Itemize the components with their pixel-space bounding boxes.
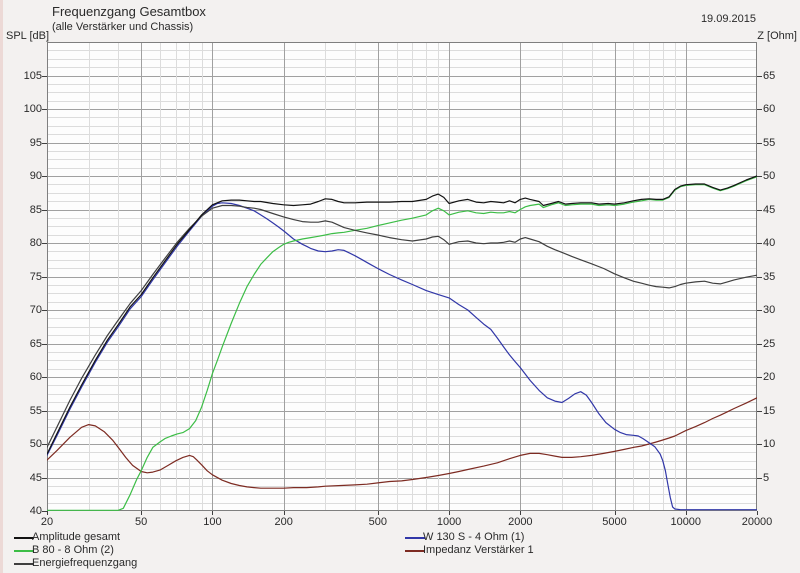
y-left-tick-label: 90 <box>29 170 42 182</box>
y-left-tick-label: 105 <box>23 69 42 82</box>
y-right-axis-label: Z [Ohm] <box>757 30 797 42</box>
y-right-tick-label: 55 <box>763 136 776 149</box>
legend-line-swatch <box>14 550 34 552</box>
y-right-tick-label: 60 <box>763 103 776 115</box>
curve-energie <box>47 204 757 448</box>
curve-b80 <box>47 176 757 511</box>
y-left-tick-label: 45 <box>29 471 42 484</box>
x-tick-label: 20 <box>40 516 54 528</box>
x-tick-label: 100 <box>203 516 222 528</box>
y-left-tick-label: 95 <box>29 136 42 149</box>
x-tick-label: 500 <box>368 516 388 528</box>
y-left-tick-label: 50 <box>29 438 42 450</box>
y-left-tick-label: 100 <box>23 103 42 115</box>
y-right-tick-label: 45 <box>763 203 776 216</box>
legend-label: Impedanz Verstärker 1 <box>423 544 534 556</box>
curve-amplitude <box>47 175 757 455</box>
x-tick-label: 200 <box>274 516 293 528</box>
legend-line-swatch <box>405 550 425 552</box>
x-tick-label: 20000 <box>741 516 773 528</box>
legend-label: B 80 - 8 Ohm (2) <box>32 544 114 556</box>
legend: Amplitude gesamt B 80 - 8 Ohm (2) Energief… <box>0 529 800 573</box>
x-tick-label: 1000 <box>436 516 462 528</box>
y-left-tick-label: 75 <box>29 270 42 283</box>
y-right-tick-label: 40 <box>763 237 776 249</box>
window-edge-strip <box>0 0 3 573</box>
chart-subtitle: (alle Verstärker und Chassis) <box>52 21 194 33</box>
y-right-tick-label: 15 <box>763 404 776 417</box>
y-right-tick-label: 20 <box>763 371 776 383</box>
y-left-tick-label: 85 <box>29 203 42 216</box>
y-right-tick-label: 5 <box>763 471 770 484</box>
y-left-tick-label: 40 <box>29 505 42 517</box>
y-left-tick-label: 55 <box>29 404 42 417</box>
chart-title: Frequenzgang Gesamtbox <box>52 4 206 19</box>
y-right-tick-label: 35 <box>763 270 776 283</box>
x-tick-label: 10000 <box>670 516 702 528</box>
y-left-axis-label: SPL [dB] <box>6 30 50 42</box>
legend-label: W 130 S - 4 Ohm (1) <box>423 531 525 543</box>
y-right-tick-label: 50 <box>763 170 776 182</box>
y-right-tick-label: 30 <box>763 304 776 316</box>
y-left-tick-label: 65 <box>29 337 42 350</box>
y-right-tick-label: 25 <box>763 337 776 350</box>
legend-line-swatch <box>14 537 34 539</box>
curve-w130s <box>47 202 757 511</box>
curve-impedanz <box>47 397 757 489</box>
legend-line-swatch <box>405 537 425 539</box>
x-tick-label: 5000 <box>602 516 627 528</box>
x-tick-label: 2000 <box>508 516 533 528</box>
y-right-tick-label: 10 <box>763 438 776 450</box>
legend-line-swatch <box>14 563 34 565</box>
y-left-tick-label: 70 <box>29 304 42 316</box>
chart-date: 19.09.2015 <box>700 13 756 25</box>
y-right-tick-label: 65 <box>763 69 776 82</box>
y-left-tick-label: 60 <box>29 371 42 383</box>
legend-label: Amplitude gesamt <box>32 531 121 543</box>
x-tick-label: 50 <box>135 516 148 528</box>
y-left-tick-label: 80 <box>29 237 42 249</box>
legend-label: Energiefrequenzgang <box>32 557 138 569</box>
